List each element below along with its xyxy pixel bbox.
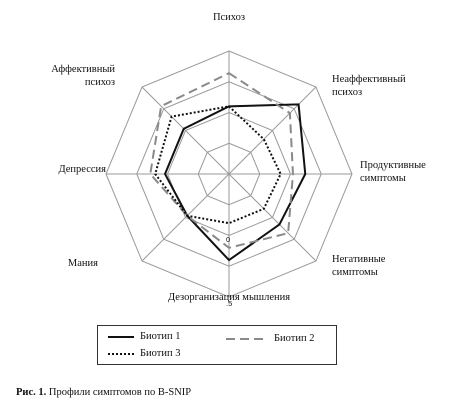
axis-label-5: Дезорганизация мышления bbox=[168, 292, 290, 303]
legend-label-biotype-2: Биотип 2 bbox=[274, 333, 315, 344]
grid-spoke-2 bbox=[228, 86, 317, 175]
grid-spoke-8 bbox=[141, 86, 230, 175]
figure-caption-label: Рис. 1. bbox=[16, 387, 47, 398]
legend-line-dotted bbox=[108, 352, 134, 355]
tick-label-1: 0 bbox=[226, 235, 230, 244]
grid-spoke-6 bbox=[141, 173, 230, 262]
axis-label-6: Мания bbox=[68, 258, 98, 269]
legend-item-biotype-3: Биотип 3 bbox=[108, 348, 180, 359]
legend-line-solid bbox=[108, 335, 134, 338]
legend-item-biotype-2: Биотип 2 bbox=[226, 333, 314, 344]
legend: Биотип 1 Биотип 2 Биотип 3 bbox=[97, 325, 337, 365]
radar-grid: 0.5 bbox=[105, 50, 353, 308]
axis-label-4: Негативные симптомы bbox=[332, 254, 386, 278]
grid-spoke-4 bbox=[228, 173, 317, 262]
series-line-1 bbox=[163, 103, 307, 262]
legend-label-biotype-3: Биотип 3 bbox=[140, 348, 181, 359]
axis-label-1: Психоз bbox=[213, 12, 245, 23]
radar-series bbox=[149, 71, 307, 262]
figure-caption-text: Профили симптомов по B-SNIP bbox=[48, 387, 192, 398]
axis-label-3: Продуктивные симптомы bbox=[360, 160, 426, 184]
axis-label-7: Депрессия bbox=[58, 164, 106, 175]
legend-item-biotype-1: Биотип 1 bbox=[108, 331, 180, 342]
series-line-3 bbox=[154, 105, 282, 225]
legend-line-dashed bbox=[226, 337, 268, 340]
axis-label-2: Неаффективный психоз bbox=[332, 74, 406, 98]
series-line-2 bbox=[149, 71, 294, 249]
axis-label-8: Аффективный психоз bbox=[51, 64, 115, 88]
tick-label-2: .5 bbox=[226, 299, 232, 308]
figure-caption: Рис. 1. Профили симптомов по B-SNIP bbox=[16, 387, 191, 398]
axis-labels: Психоз Неаффективный психоз Продуктивные сим… bbox=[51, 12, 426, 303]
legend-label-biotype-1: Биотип 1 bbox=[140, 331, 181, 342]
